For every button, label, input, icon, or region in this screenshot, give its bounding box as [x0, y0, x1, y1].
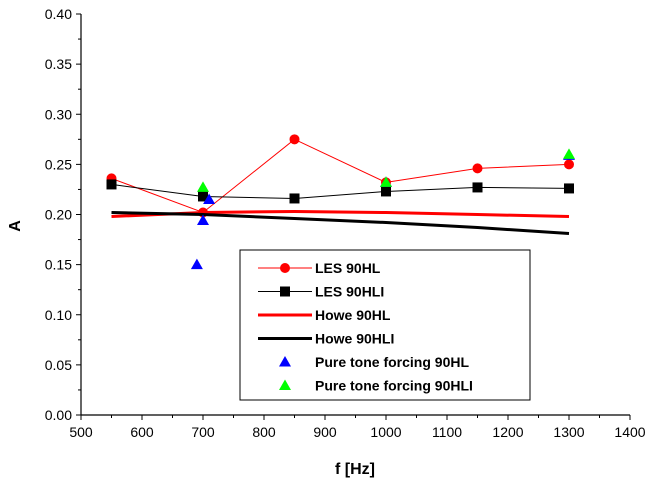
- legend-item: Pure tone forcing 90HL: [279, 354, 469, 370]
- data-point: [472, 163, 483, 174]
- data-point: [564, 183, 574, 194]
- series-line: [111, 138, 570, 214]
- data-point: [190, 258, 203, 270]
- legend-swatch-marker: [280, 286, 290, 297]
- legend-label: Howe 90HLI: [315, 331, 394, 347]
- y-tick-label: 0.40: [45, 6, 72, 22]
- legend-item: LES 90HLI: [258, 284, 384, 300]
- x-tick-label: 500: [69, 424, 93, 440]
- data-point: [106, 179, 117, 190]
- y-tick-label: 0.00: [45, 407, 72, 423]
- data-point: [197, 214, 209, 226]
- data-point: [203, 193, 216, 204]
- legend-box: [239, 249, 531, 401]
- legend-label: Pure tone forcing 90HL: [315, 354, 469, 370]
- legend-label: Howe 90HL: [315, 307, 391, 323]
- data-point: [198, 191, 208, 202]
- y-tick-label: 0.30: [45, 106, 72, 122]
- data-point: [564, 159, 574, 170]
- y-tick-label: 0.15: [45, 257, 72, 273]
- legend-label: LES 90HLI: [315, 284, 384, 300]
- data-point: [563, 148, 575, 159]
- data-point: [380, 176, 392, 187]
- x-tick-label: 600: [130, 424, 154, 440]
- legend-item: LES 90HL: [258, 260, 381, 276]
- x-tick-label: 1000: [370, 424, 401, 440]
- legend-swatch-marker: [279, 379, 291, 390]
- x-tick-label: 1400: [614, 424, 645, 440]
- x-axis-title: f [Hz]: [335, 461, 375, 478]
- legend: LES 90HL LES 90HLI Howe 90HL Howe 90HLI Pure…: [239, 249, 531, 401]
- y-tick-label: 0.35: [45, 56, 72, 72]
- data-point: [472, 182, 483, 193]
- data-point: [197, 181, 209, 192]
- legend-swatch-marker: [279, 356, 291, 367]
- y-tick-label: 0.20: [45, 207, 72, 223]
- series-3: [111, 210, 570, 236]
- series-layer: [106, 134, 575, 270]
- x-tick-label: 1300: [553, 424, 584, 440]
- series-5: [197, 148, 575, 192]
- series-1: [106, 179, 574, 204]
- legend-label: LES 90HL: [315, 260, 381, 276]
- series-line: [111, 183, 570, 199]
- legend-swatch-marker: [280, 263, 290, 273]
- series-line: [111, 210, 570, 236]
- y-tick-label: 0.25: [45, 156, 72, 172]
- axes: 500 600 700 800 900 1000 1100 1200 1300 1400 0.00 0…: [45, 6, 646, 440]
- legend-label: Pure tone forcing 90HLI: [315, 378, 473, 394]
- x-tick-label: 800: [252, 424, 276, 440]
- legend-item: Pure tone forcing 90HLI: [279, 378, 473, 394]
- series-0: [106, 134, 574, 218]
- data-point: [381, 186, 391, 197]
- data-point: [289, 134, 300, 145]
- y-axis-title: A: [7, 220, 24, 232]
- x-tick-label: 1200: [492, 424, 523, 440]
- y-tick-label: 0.10: [45, 307, 72, 323]
- x-tick-label: 1100: [432, 424, 462, 440]
- x-tick-label: 900: [313, 424, 337, 440]
- legend-item: Howe 90HL: [258, 307, 391, 323]
- x-tick-label: 700: [191, 424, 215, 440]
- data-point: [289, 193, 300, 204]
- y-tick-label: 0.05: [45, 357, 72, 373]
- legend-item: Howe 90HLI: [258, 331, 394, 347]
